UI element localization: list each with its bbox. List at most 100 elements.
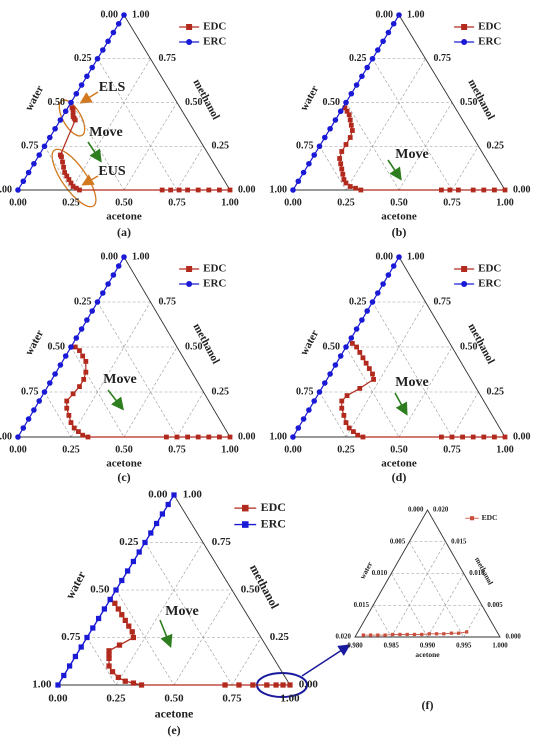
x-tick-label: 0.00 — [48, 693, 68, 705]
annotation-arrow — [107, 389, 124, 411]
data-point — [295, 178, 302, 185]
legend-label: ERC — [203, 278, 226, 290]
data-point — [470, 187, 476, 193]
data-point — [159, 511, 166, 517]
left-tick-label: 0.50 — [48, 341, 66, 352]
grid-line — [451, 146, 479, 191]
data-point — [250, 682, 256, 688]
left-tick-label: 0.020 — [336, 634, 352, 641]
data-point — [343, 142, 349, 147]
data-point — [55, 682, 61, 688]
data-point — [347, 135, 353, 140]
data-point — [369, 55, 376, 62]
left-tick-label: 1.00 — [0, 184, 12, 195]
legend-label: EDC — [478, 21, 501, 33]
x-tick-label: 0.25 — [337, 197, 355, 208]
right-tick-label: 1.00 — [132, 251, 150, 262]
data-point — [390, 20, 397, 27]
data-point — [52, 125, 58, 132]
data-point — [346, 112, 352, 118]
data-point — [332, 362, 339, 368]
data-point — [371, 377, 376, 382]
data-point — [316, 143, 323, 150]
legend-marker — [469, 516, 475, 521]
grid-line — [451, 391, 479, 438]
data-point — [405, 632, 409, 637]
data-point — [70, 391, 76, 397]
data-point — [78, 82, 85, 88]
data-point — [385, 272, 392, 278]
data-point — [396, 254, 402, 260]
data-point — [322, 380, 328, 386]
data-point — [73, 335, 80, 341]
legend-label: EDC — [478, 263, 501, 275]
data-point — [80, 432, 86, 438]
data-point — [360, 434, 366, 440]
left-tick-label: 0.25 — [349, 53, 367, 64]
data-point — [136, 549, 142, 555]
right-tick-label: 0.75 — [434, 296, 452, 307]
legend-marker — [461, 281, 468, 287]
left-tick-label: 1.00 — [32, 679, 52, 691]
data-point — [66, 663, 73, 669]
data-point — [176, 187, 182, 193]
data-point — [434, 632, 439, 636]
x-tick-label: 1.00 — [496, 444, 514, 455]
data-point — [349, 341, 355, 346]
data-point — [357, 350, 363, 355]
left-tick-label: 0.000 — [408, 507, 424, 514]
data-point — [280, 682, 286, 688]
data-point — [502, 434, 508, 440]
data-point — [364, 308, 371, 314]
data-point — [492, 434, 497, 440]
legend-label: EDC — [261, 500, 286, 514]
data-point — [174, 434, 180, 440]
data-point — [105, 281, 111, 287]
data-point — [449, 631, 454, 635]
left-tick-label: 0.25 — [349, 296, 367, 307]
left-tick-label: 0.00 — [148, 489, 168, 501]
data-point — [376, 633, 380, 637]
triangle-frame — [354, 509, 501, 638]
panel-label: (e) — [167, 723, 180, 737]
grid-line — [70, 346, 125, 438]
data-point — [124, 568, 131, 574]
data-point — [447, 187, 453, 193]
data-point — [36, 398, 42, 404]
data-point — [366, 366, 372, 371]
legend-label: ERC — [203, 36, 226, 48]
data-point — [185, 187, 190, 193]
grid-line — [409, 541, 465, 638]
data-point — [420, 632, 424, 637]
left-axis-title: water — [23, 83, 46, 112]
data-point — [62, 108, 69, 115]
data-point — [68, 180, 74, 186]
eus-ellipse — [51, 148, 97, 208]
data-point — [348, 90, 355, 97]
right-tick-label: 0.25 — [212, 386, 230, 397]
data-point — [72, 117, 78, 123]
x-tick-label: 0.50 — [390, 197, 408, 208]
left-tick-label: 0.50 — [90, 584, 110, 596]
data-point — [115, 606, 121, 612]
data-point — [337, 108, 344, 115]
grid-line — [319, 391, 347, 438]
data-point — [306, 160, 312, 167]
data-point — [348, 122, 354, 128]
grid-line — [97, 58, 178, 191]
data-point — [165, 501, 171, 508]
data-point — [295, 425, 302, 431]
right-tick-label: 0.75 — [434, 53, 452, 64]
data-point — [64, 173, 70, 179]
data-point — [185, 434, 190, 440]
data-point — [391, 632, 395, 637]
data-point — [439, 434, 444, 440]
data-point — [142, 539, 148, 546]
x-tick-label: 0.50 — [164, 693, 184, 705]
data-point — [60, 159, 65, 165]
data-point — [481, 187, 487, 193]
right-tick-label: 0.005 — [487, 602, 503, 609]
data-point — [470, 434, 476, 440]
data-point — [84, 73, 90, 80]
grid-line — [176, 146, 204, 191]
